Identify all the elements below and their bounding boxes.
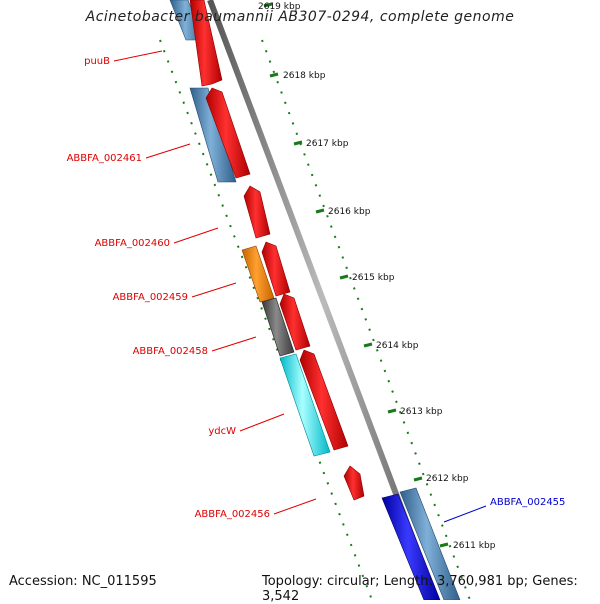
- gene-ABBFA_002455-highlight-block[interactable]: [381, 493, 441, 600]
- kbp-label: 2615 kbp: [352, 273, 395, 283]
- gene-label-ABBFA_002459[interactable]: ABBFA_002459: [113, 292, 188, 303]
- forward-cds-features: [189, 0, 365, 501]
- gene-labels: puuB ABBFA_002461 ABBFA_002460 ABBFA_002…: [67, 56, 566, 520]
- forward-arrow-2[interactable]: [205, 87, 251, 179]
- gene-label-ydcW[interactable]: ydcW: [208, 426, 236, 437]
- gene-label-ABBFA_002461[interactable]: ABBFA_002461: [67, 153, 142, 164]
- gene-ABBFA_002455-block[interactable]: [399, 487, 461, 600]
- map-title: Acinetobacter baumannii AB307-0294, comp…: [85, 9, 515, 25]
- kbp-label: 2616 kbp: [328, 207, 371, 217]
- kbp-label: 2619 kbp: [258, 2, 301, 12]
- gene-ABBFA_002461-block[interactable]: [189, 87, 237, 183]
- gene-label-ABBFA_002458[interactable]: ABBFA_002458: [133, 346, 208, 357]
- gene-label-ABBFA_002460[interactable]: ABBFA_002460: [95, 238, 170, 249]
- kbp-label: 2618 kbp: [283, 71, 326, 81]
- gene-ABBFA_002459-block[interactable]: [241, 245, 275, 303]
- forward-arrow-1[interactable]: [189, 0, 223, 87]
- outer-dotted-track: [261, 39, 471, 600]
- gene-label-puuB[interactable]: puuB: [84, 56, 110, 67]
- gene-label-ABBFA_002455[interactable]: ABBFA_002455: [490, 497, 565, 508]
- gene-ABBFA_002458-block[interactable]: [261, 297, 295, 357]
- forward-arrow-3[interactable]: [243, 185, 271, 239]
- kbp-label: 2614 kbp: [376, 341, 419, 351]
- inner-dotted-track: [159, 39, 373, 600]
- accession-text: Accession: NC_011595: [9, 574, 157, 589]
- kbp-tick-marks: [263, 2, 449, 548]
- kbp-label: 2612 kbp: [426, 474, 469, 484]
- kbp-labels: 2619 kbp 2618 kbp 2617 kbp 2616 kbp 2615…: [258, 2, 496, 551]
- kbp-label: 2613 kbp: [400, 407, 443, 417]
- forward-arrow-5[interactable]: [279, 293, 311, 351]
- reverse-cds-features: [169, 0, 461, 600]
- forward-arrow-6[interactable]: [299, 349, 349, 451]
- kbp-label: 2611 kbp: [453, 541, 496, 551]
- kbp-label: 2617 kbp: [306, 139, 349, 149]
- forward-arrow-4[interactable]: [261, 241, 291, 297]
- gene-ydcW-block[interactable]: [279, 353, 331, 457]
- label-leader-lines: [113, 50, 487, 523]
- forward-arrow-7[interactable]: [343, 465, 365, 501]
- gene-label-ABBFA_002456[interactable]: ABBFA_002456: [195, 509, 270, 520]
